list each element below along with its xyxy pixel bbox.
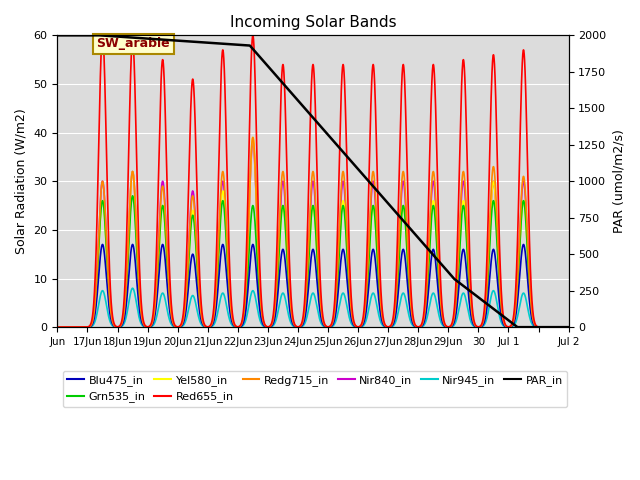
- Legend: Blu475_in, Grn535_in, Yel580_in, Red655_in, Redg715_in, Nir840_in, Nir945_in, PA: Blu475_in, Grn535_in, Yel580_in, Red655_…: [63, 371, 567, 407]
- Y-axis label: PAR (umol/m2/s): PAR (umol/m2/s): [612, 129, 625, 233]
- Title: Incoming Solar Bands: Incoming Solar Bands: [230, 15, 396, 30]
- Y-axis label: Solar Radiation (W/m2): Solar Radiation (W/m2): [15, 108, 28, 254]
- Text: SW_arable: SW_arable: [97, 37, 170, 50]
